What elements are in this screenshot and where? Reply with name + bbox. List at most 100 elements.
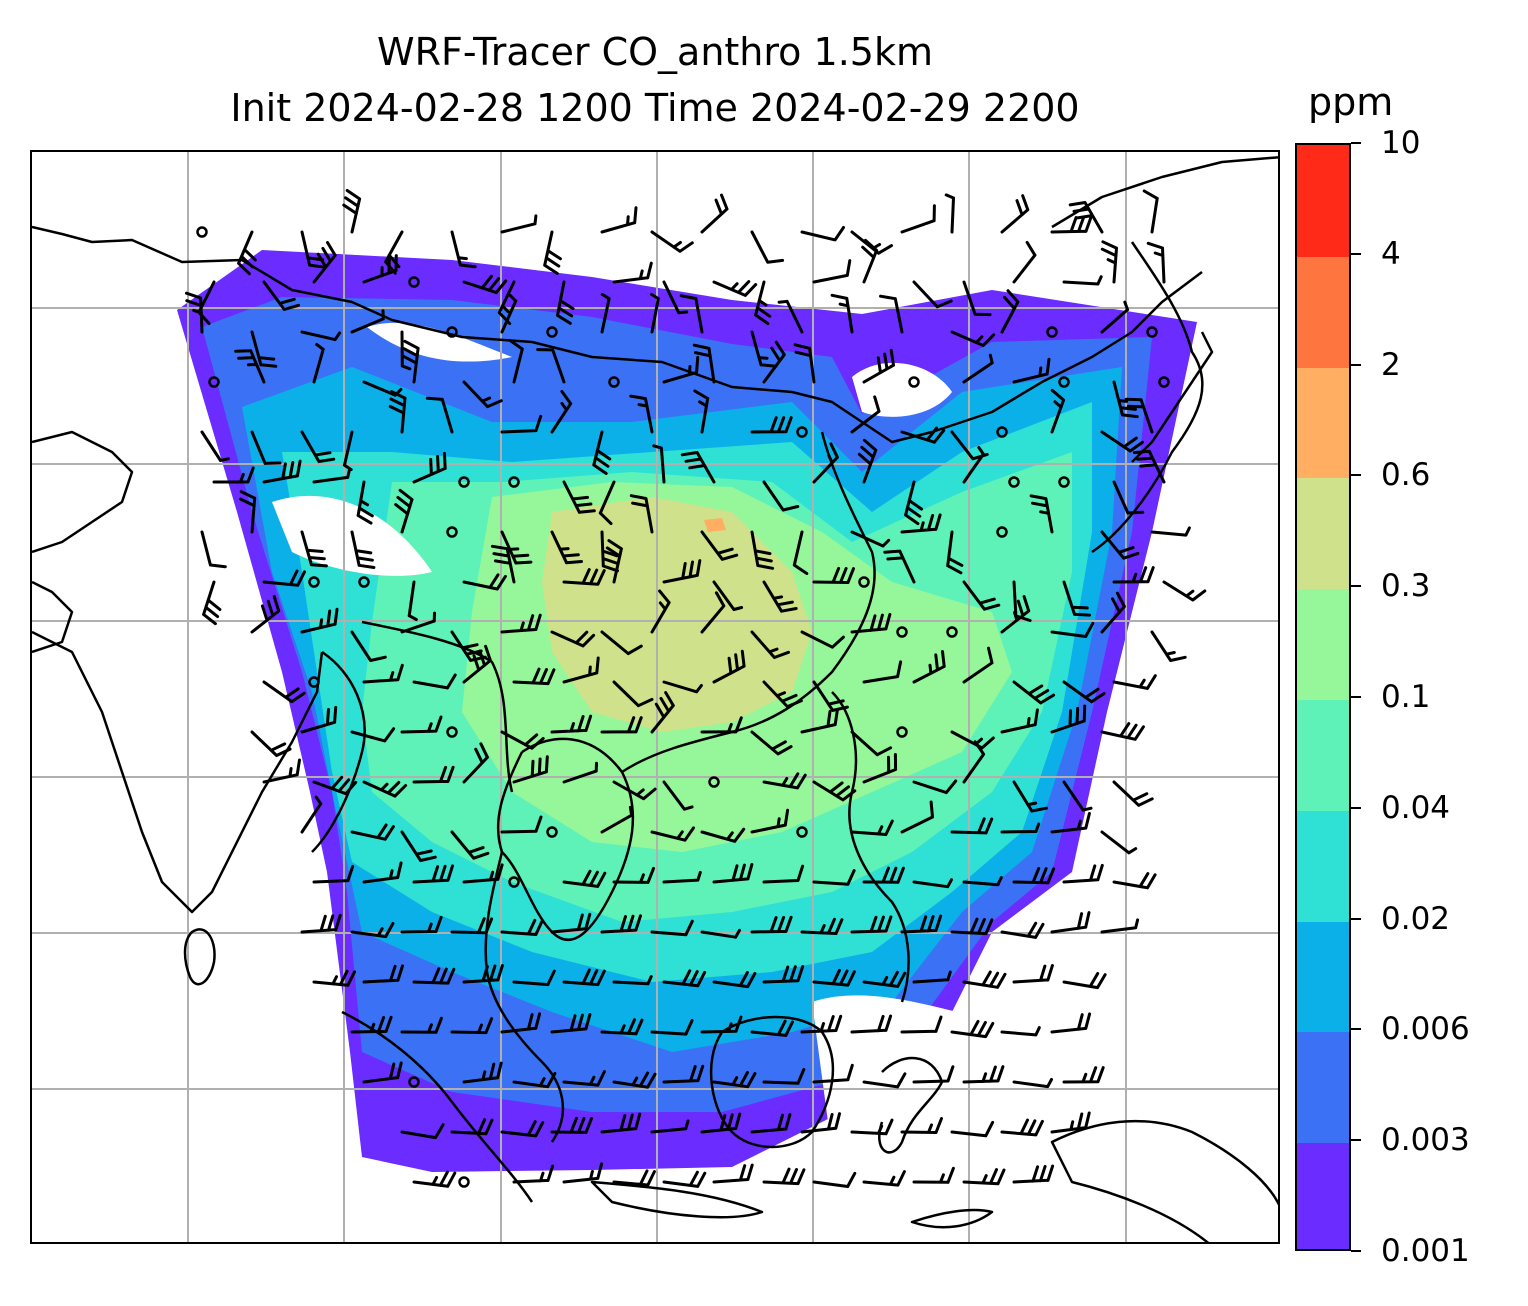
wind-barb xyxy=(600,1018,644,1036)
wind-barb xyxy=(950,1120,995,1138)
wind-barb xyxy=(1100,240,1118,284)
wind-barb xyxy=(962,740,986,784)
wind-barb xyxy=(693,389,710,434)
wind-barb xyxy=(912,1065,955,1084)
wind-barb xyxy=(462,1061,503,1084)
wind-barb xyxy=(600,630,643,656)
wind-barb xyxy=(250,730,292,757)
wind-barb xyxy=(812,442,839,484)
coastline-korea-japan xyxy=(1091,241,1204,554)
wind-barb xyxy=(212,466,255,484)
wind-barb xyxy=(500,1012,542,1034)
wind-barb xyxy=(1112,480,1145,515)
wind-barb xyxy=(712,970,757,989)
colorbar-tick xyxy=(1351,1250,1361,1252)
wind-barb xyxy=(900,914,943,934)
wind-barb xyxy=(1100,430,1144,453)
colorbar-unit-label: ppm xyxy=(1308,80,1394,124)
wind-barb xyxy=(300,705,338,734)
wind-barb xyxy=(950,817,994,835)
wind-barb xyxy=(700,193,729,234)
wind-barb xyxy=(962,1065,1005,1084)
calm-wind-marker xyxy=(796,426,808,438)
wind-barb xyxy=(962,970,1007,989)
colorbar-tick xyxy=(1351,585,1361,588)
wind-barb xyxy=(862,1170,906,1187)
colorbar-tick xyxy=(1351,474,1361,477)
wind-barb xyxy=(400,611,436,634)
coastline-new-guinea xyxy=(1050,1119,1278,1242)
wind-barb xyxy=(912,280,953,309)
wind-barb xyxy=(812,259,852,284)
wind-barb xyxy=(680,451,716,484)
wind-barb xyxy=(912,779,958,795)
tracer-field xyxy=(177,250,1197,1172)
wind-barb xyxy=(1000,921,1045,939)
wind-barb xyxy=(462,644,492,684)
wind-barb xyxy=(400,715,443,734)
wind-barb xyxy=(600,914,642,934)
wind-barb xyxy=(879,294,904,334)
wind-barb xyxy=(1012,240,1037,284)
wind-barb xyxy=(700,530,739,561)
calm-wind-marker xyxy=(508,476,520,488)
calm-wind-marker xyxy=(908,376,920,388)
wind-barb xyxy=(800,1112,841,1134)
wind-barb xyxy=(1062,972,1107,990)
wind-barb xyxy=(1100,830,1138,855)
wind-barb xyxy=(712,580,744,611)
wind-barb xyxy=(312,775,358,796)
wind-barb xyxy=(700,591,726,634)
wind-barb xyxy=(462,742,489,784)
wind-barb xyxy=(612,780,657,801)
wind-barb xyxy=(412,765,455,784)
wind-barb xyxy=(800,630,845,649)
wind-barb xyxy=(750,730,793,756)
wind-barb xyxy=(598,480,616,526)
wind-barb xyxy=(1012,780,1048,813)
wind-barb xyxy=(900,204,936,234)
wind-barb xyxy=(762,480,800,512)
wind-barb xyxy=(562,1070,606,1087)
colorbar-segment xyxy=(1297,145,1349,257)
wind-barb xyxy=(900,1117,943,1134)
wind-barb xyxy=(600,805,634,834)
wind-barb xyxy=(900,800,934,834)
wind-barb xyxy=(562,656,600,684)
wind-barb xyxy=(612,1071,657,1089)
wind-barb xyxy=(312,864,355,884)
wind-barb xyxy=(500,730,545,750)
wind-barb xyxy=(425,396,454,434)
colorbar-tick xyxy=(1351,142,1361,144)
colorbar-tick xyxy=(1351,917,1361,920)
wind-barb xyxy=(762,965,805,984)
wind-barb xyxy=(944,193,955,234)
wind-barb xyxy=(512,1164,555,1184)
coastline-timor xyxy=(910,1208,994,1229)
wind-barb xyxy=(1012,357,1051,384)
wind-barb xyxy=(250,330,278,368)
wind-barb xyxy=(750,330,778,368)
wind-barb xyxy=(700,716,743,734)
wind-barb xyxy=(605,539,623,584)
wind-barb xyxy=(202,580,222,626)
colorbar-tick-label: 4 xyxy=(1381,235,1401,272)
wind-barb xyxy=(700,928,741,939)
calm-wind-marker xyxy=(196,226,208,238)
wind-barb xyxy=(962,876,1003,887)
wind-barb xyxy=(500,1120,545,1138)
wind-barb xyxy=(1112,566,1155,584)
wind-barb xyxy=(412,1170,457,1188)
wind-barb xyxy=(750,530,775,570)
wind-barb xyxy=(512,969,556,987)
wind-barb xyxy=(1100,530,1140,560)
wind-barb xyxy=(946,530,964,575)
wind-barb xyxy=(550,912,592,934)
chart-title-line-2: Init 2024-02-28 1200 Time 2024-02-29 220… xyxy=(230,86,1080,130)
wind-barb xyxy=(861,238,879,284)
wind-barb xyxy=(550,530,583,565)
wind-barb xyxy=(700,827,746,843)
wind-barb xyxy=(237,230,257,276)
wind-barb xyxy=(262,680,306,704)
wind-barb xyxy=(1112,380,1139,419)
